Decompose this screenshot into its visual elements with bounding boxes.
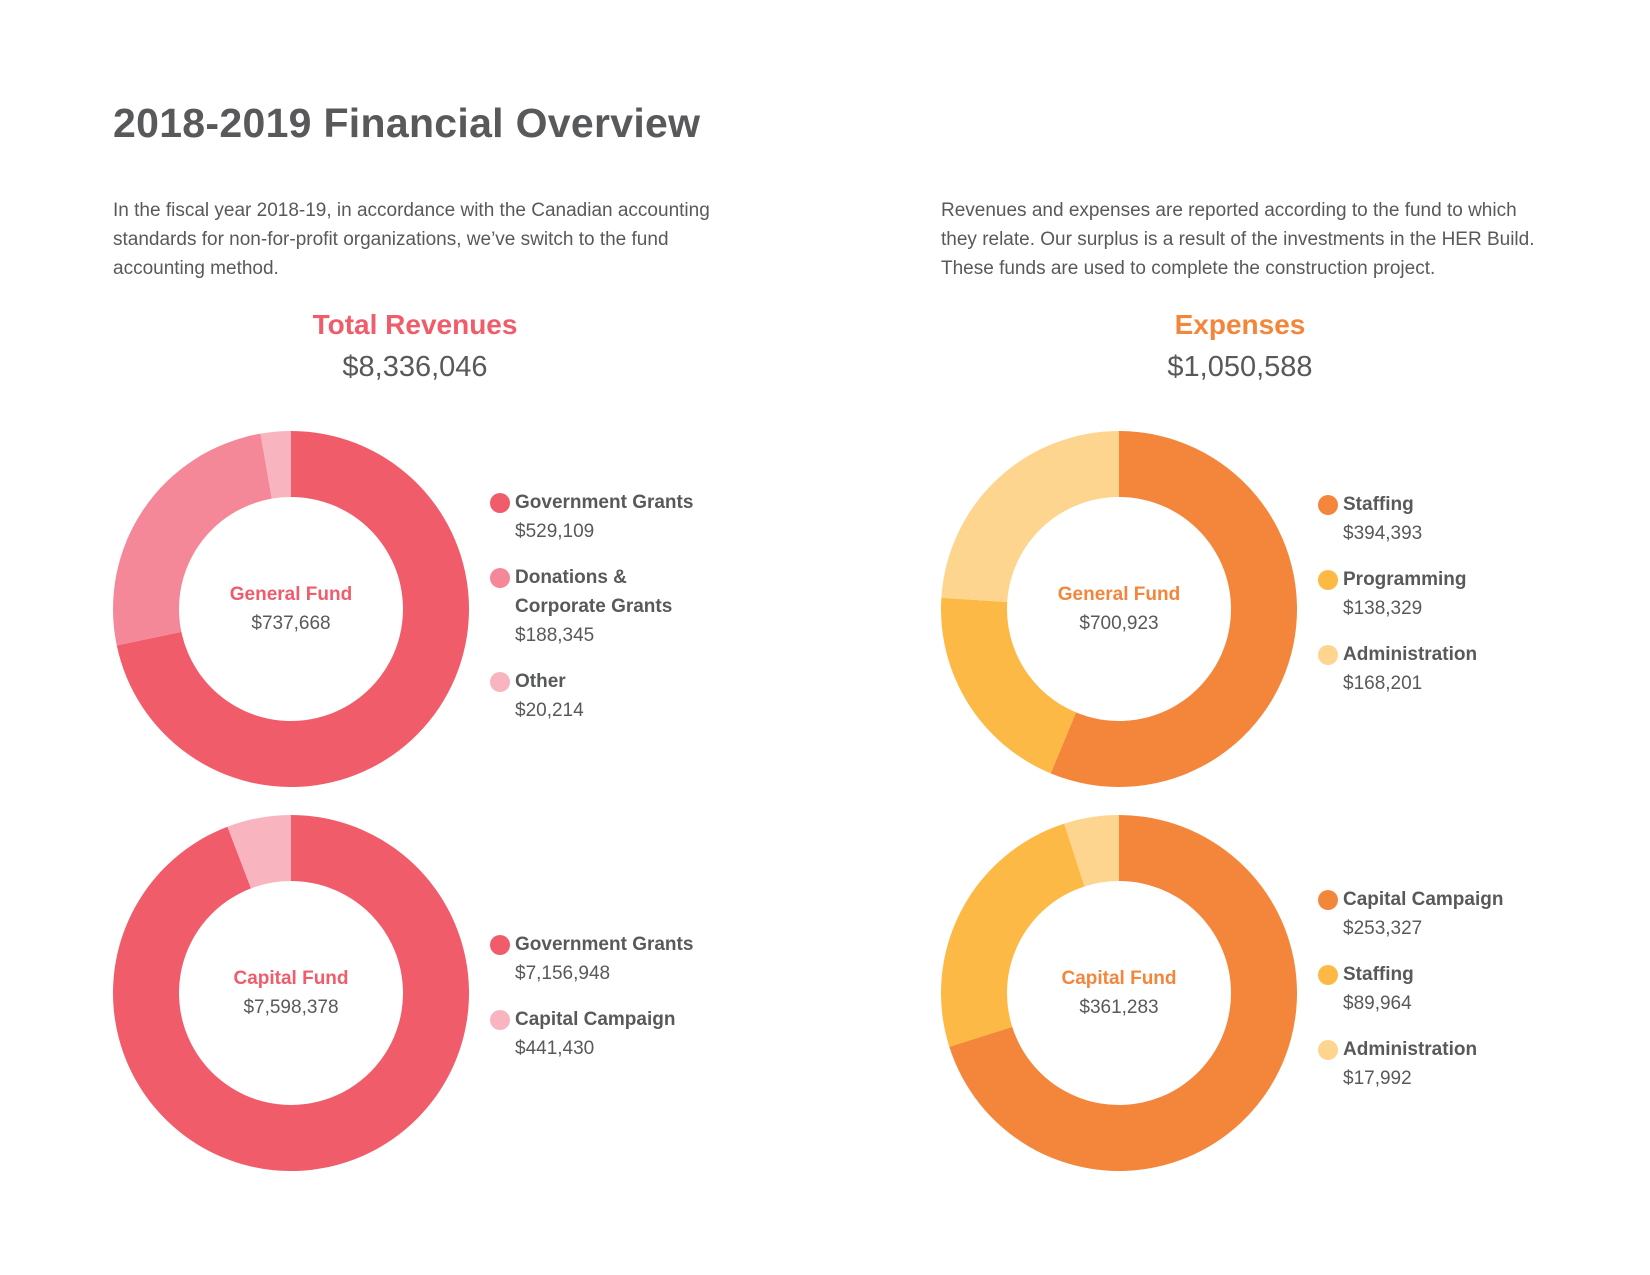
revenues-header: Total Revenues $8,336,046: [205, 307, 625, 387]
donut-slice-staffing: [1050, 431, 1297, 787]
expenses-general-fund-legend: Staffing $394,393 Programming $138,329 A…: [1316, 490, 1576, 715]
legend-dot: [1318, 645, 1338, 665]
legend-label: Government Grants: [515, 934, 694, 955]
legend-value: $529,109: [515, 521, 595, 542]
legend-value: $17,992: [1343, 1068, 1412, 1089]
legend-label: Government Grants: [515, 492, 694, 513]
revenues-capital-fund-center: Capital Fund $7,598,378: [171, 965, 411, 1023]
legend-value: $253,327: [1343, 918, 1423, 939]
legend-label: Capital Campaign: [1343, 889, 1504, 910]
fund-name: General Fund: [1057, 584, 1181, 605]
legend-dot: [490, 672, 510, 692]
fund-amount: $700,923: [1079, 613, 1159, 634]
fund-amount: $7,598,378: [243, 997, 339, 1018]
expenses-capital-fund-legend: Capital Campaign $253,327 Staffing $89,9…: [1316, 885, 1576, 1110]
revenues-capital-fund-legend: Government Grants $7,156,948 Capital Cam…: [488, 930, 748, 1080]
legend-dot: [1318, 965, 1338, 985]
legend-label: Capital Campaign: [515, 1009, 676, 1030]
legend-value: $441,430: [515, 1038, 595, 1059]
donut-slice-other: [260, 431, 291, 499]
expenses-general-fund-center: General Fund $700,923: [999, 581, 1239, 639]
expenses-general-fund-donut: [941, 431, 1297, 787]
legend-value: $7,156,948: [515, 963, 611, 984]
legend-dot: [490, 493, 510, 513]
legend-value: $188,345: [515, 625, 595, 646]
fund-name: Capital Fund: [233, 968, 349, 989]
legend-item: Staffing $394,393: [1316, 490, 1576, 548]
legend-item: Donations & Corporate Grants $188,345: [488, 563, 748, 650]
legend-item: Government Grants $7,156,948: [488, 930, 748, 988]
donut-slice-administration: [1064, 815, 1119, 887]
legend-dot: [1318, 570, 1338, 590]
revenues-general-fund-legend: Government Grants $529,109 Donations & C…: [488, 488, 748, 742]
revenues-general-fund-donut: [113, 431, 469, 787]
donut-slice-capital-campaign: [227, 815, 291, 889]
legend-dot: [1318, 495, 1338, 515]
donut-slice-donations-corporate-grants: [113, 433, 272, 646]
legend-item: Administration $17,992: [1316, 1035, 1576, 1093]
donut-slice-programming: [941, 597, 1077, 774]
legend-dot: [1318, 1040, 1338, 1060]
legend-item: Programming $138,329: [1316, 565, 1576, 623]
legend-label: Staffing: [1343, 964, 1414, 985]
expenses-title: Expenses: [1174, 309, 1306, 340]
legend-value: $20,214: [515, 700, 584, 721]
donut-slice-staffing: [941, 823, 1085, 1047]
legend-value: $89,964: [1343, 993, 1412, 1014]
legend-value: $394,393: [1343, 523, 1423, 544]
legend-label: Staffing: [1343, 494, 1414, 515]
legend-value: $138,329: [1343, 598, 1423, 619]
legend-label: Other: [515, 671, 566, 692]
legend-dot: [490, 568, 510, 588]
intro-left-paragraph: In the fiscal year 2018-19, in accordanc…: [113, 200, 710, 279]
legend-item: Capital Campaign $441,430: [488, 1005, 748, 1063]
legend-value: $168,201: [1343, 673, 1423, 694]
donut-slice-administration: [941, 431, 1119, 602]
revenues-capital-fund-donut: [113, 815, 469, 1171]
legend-label: Donations & Corporate Grants: [515, 567, 673, 617]
legend-item: Capital Campaign $253,327: [1316, 885, 1576, 943]
fund-amount: $737,668: [251, 613, 331, 634]
legend-label: Programming: [1343, 569, 1467, 590]
intro-right-paragraph: Revenues and expenses are reported accor…: [941, 200, 1535, 279]
legend-item: Government Grants $529,109: [488, 488, 748, 546]
revenues-title: Total Revenues: [312, 309, 518, 340]
fund-name: General Fund: [229, 584, 353, 605]
donut-slice-capital-campaign: [949, 815, 1297, 1171]
legend-label: Administration: [1343, 644, 1478, 665]
revenues-general-fund-center: General Fund $737,668: [171, 581, 411, 639]
legend-dot: [1318, 890, 1338, 910]
legend-label: Administration: [1343, 1039, 1478, 1060]
fund-amount: $361,283: [1079, 997, 1159, 1018]
expenses-header: Expenses $1,050,588: [1030, 307, 1450, 387]
page-title: 2018-2019 Financial Overview: [113, 100, 701, 146]
fund-name: Capital Fund: [1061, 968, 1177, 989]
legend-item: Administration $168,201: [1316, 640, 1576, 698]
expenses-capital-fund-donut: [941, 815, 1297, 1171]
expenses-capital-fund-center: Capital Fund $361,283: [999, 965, 1239, 1023]
legend-item: Other $20,214: [488, 667, 748, 725]
revenues-total: $8,336,046: [342, 351, 488, 383]
legend-dot: [490, 935, 510, 955]
legend-dot: [490, 1010, 510, 1030]
expenses-total: $1,050,588: [1167, 351, 1313, 383]
legend-item: Staffing $89,964: [1316, 960, 1576, 1018]
donut-slice-government-grants: [113, 815, 469, 1171]
donut-slice-government-grants: [116, 431, 469, 787]
